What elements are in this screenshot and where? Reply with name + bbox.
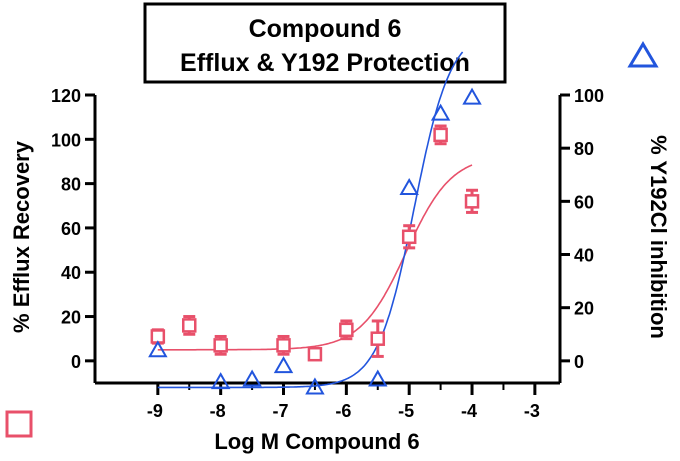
square-marker — [370, 331, 386, 346]
title-box: Compound 6 Efflux & Y192 Protection — [143, 2, 507, 84]
y-left-tick-label: 0 — [71, 352, 81, 372]
x-tick-label: -7 — [273, 401, 289, 421]
square-marker — [213, 338, 228, 353]
y-axis-left-label: % Efflux Recovery — [9, 140, 34, 333]
triangle-marker — [242, 369, 262, 387]
y-left-tick-label: 40 — [61, 263, 81, 283]
x-tick-label: -9 — [147, 401, 163, 421]
y-left-tick-label: 100 — [51, 130, 81, 150]
square-marker — [339, 322, 354, 338]
triangle-marker — [273, 356, 294, 374]
y-right-tick-label: 0 — [574, 352, 584, 372]
x-tick-label: -6 — [335, 401, 351, 421]
x-tick-label: -8 — [210, 401, 226, 421]
triangle-marker — [305, 377, 325, 395]
x-axis-label: Log M Compound 6 — [214, 429, 419, 454]
title-line-2: Efflux & Y192 Protection — [180, 49, 470, 77]
legend-triangle-icon — [627, 41, 659, 68]
y-right-tick-label: 40 — [574, 246, 594, 266]
fit-curve-triangle — [157, 51, 464, 389]
y-axis-right-label: % Y192Cl inhibition — [646, 135, 671, 339]
y-left-tick-label: 60 — [61, 219, 81, 239]
y-right-tick-label: 60 — [574, 192, 594, 212]
fit-curve-square — [157, 164, 473, 351]
y-right-tick-label: 100 — [574, 86, 604, 106]
x-tick-label: -4 — [461, 401, 477, 421]
square-marker — [182, 318, 197, 333]
triangle-marker — [148, 340, 168, 358]
square-marker — [307, 346, 323, 362]
square-marker — [401, 229, 417, 245]
title-frame — [143, 2, 507, 84]
triangle-marker — [462, 87, 482, 105]
y-left-tick-label: 20 — [61, 308, 81, 328]
title-line-1: Compound 6 — [249, 15, 402, 43]
x-tick-label: -3 — [524, 401, 540, 421]
y-right-tick-label: 20 — [574, 299, 594, 319]
square-marker — [276, 338, 291, 353]
legend-square-icon — [5, 410, 33, 438]
axes: -9 -8 -7 -6 -5 -4 -3 0 20 40 60 80 100 120 0 20 40 60 80 10… — [51, 86, 604, 421]
triangle-marker — [210, 372, 231, 390]
triangle-marker — [430, 103, 451, 121]
y-right-tick-label: 80 — [574, 139, 594, 159]
triangle-marker — [399, 178, 419, 196]
fit-curves — [157, 51, 473, 389]
y-left-tick-label: 120 — [51, 86, 81, 106]
triangle-marker — [368, 369, 388, 387]
data-markers — [148, 87, 482, 395]
x-tick-label: -5 — [398, 401, 414, 421]
square-marker — [433, 127, 448, 143]
y-left-tick-label: 80 — [61, 175, 81, 195]
square-marker — [464, 194, 480, 209]
